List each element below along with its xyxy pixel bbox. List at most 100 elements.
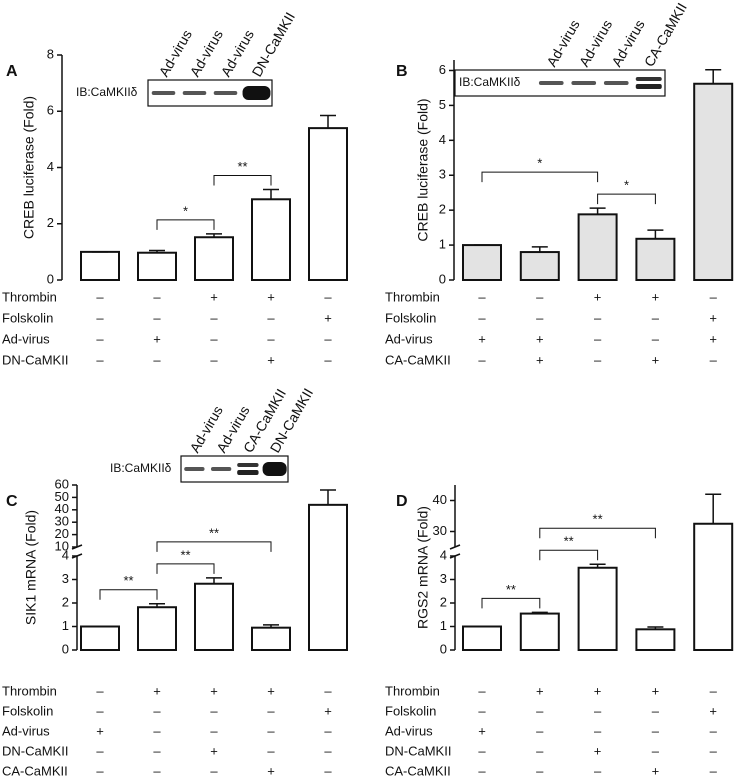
blot-band — [151, 91, 176, 95]
y-axis-label: CREB luciferase (Fold) — [21, 96, 37, 239]
treatment-label: DN-CaMKII — [2, 743, 68, 758]
error-bar — [647, 229, 664, 239]
blot-band — [571, 81, 597, 85]
bar — [308, 503, 348, 651]
panel: 0 1 2 3 4 5 6 B CREB luciferase (Fold) * * Thrombin… — [385, 0, 734, 367]
significance-bracket — [481, 597, 541, 609]
treatment-mark: + — [594, 289, 602, 304]
treatment-mark: – — [153, 289, 161, 304]
bar — [693, 82, 734, 281]
treatment-label: Thrombin — [385, 683, 440, 698]
treatment-mark: – — [710, 723, 718, 738]
treatment-mark: – — [324, 331, 332, 346]
treatment-mark: – — [153, 352, 161, 367]
treatment-label: Ad-virus — [385, 723, 433, 738]
treatment-mark: + — [594, 683, 602, 698]
treatment-mark: – — [478, 703, 486, 718]
treatment-mark: – — [594, 703, 602, 718]
significance-label: ** — [180, 547, 190, 562]
treatment-label: DN-CaMKII — [385, 743, 451, 758]
significance-label: ** — [209, 525, 219, 540]
treatment-mark: – — [652, 703, 660, 718]
y-tick-label: 3 — [62, 571, 69, 586]
treatment-mark: – — [710, 289, 718, 304]
treatment-mark: – — [324, 289, 332, 304]
treatment-mark: – — [710, 683, 718, 698]
treatment-mark: + — [536, 683, 544, 698]
significance-label: ** — [123, 573, 133, 588]
treatment-mark: – — [594, 763, 602, 778]
y-tick-label: 6 — [47, 103, 54, 118]
treatment-mark: – — [710, 352, 718, 367]
treatment-mark: + — [709, 331, 717, 346]
y-tick-label: 2 — [440, 594, 447, 609]
blot-lane-label: CA-CaMKII — [641, 0, 690, 69]
treatment-mark: – — [210, 331, 218, 346]
treatment-label: Folskolin — [385, 310, 436, 325]
bar — [251, 626, 291, 651]
error-bar — [705, 69, 722, 84]
significance-label: * — [537, 156, 542, 171]
bar — [194, 236, 234, 281]
panel-label: A — [6, 63, 18, 80]
y-tick-label: 30 — [433, 523, 447, 538]
treatment-mark: – — [594, 352, 602, 367]
treatment-mark: – — [324, 763, 332, 778]
treatment-mark: + — [478, 723, 486, 738]
treatment-mark: – — [652, 310, 660, 325]
treatment-mark: – — [96, 331, 104, 346]
treatment-mark: – — [652, 743, 660, 758]
treatment-mark: – — [267, 310, 275, 325]
blot-label: IB:CaMKIIδ — [76, 85, 138, 99]
treatment-mark: – — [536, 703, 544, 718]
significance-bracket — [539, 549, 599, 561]
bar — [519, 251, 560, 281]
y-tick-label: 0 — [439, 271, 446, 286]
treatment-mark: + — [652, 763, 660, 778]
bar — [80, 250, 120, 281]
treatment-mark: – — [536, 723, 544, 738]
treatment-mark: – — [267, 703, 275, 718]
y-tick-label: 4 — [47, 159, 54, 174]
significance-label: ** — [564, 534, 574, 549]
bar — [251, 198, 291, 281]
significance-label: ** — [237, 159, 247, 174]
blot-band — [213, 91, 238, 95]
treatment-mark: + — [267, 289, 275, 304]
treatment-mark: – — [594, 331, 602, 346]
y-tick-label: 50 — [55, 489, 69, 504]
y-tick-label: 8 — [47, 46, 54, 61]
treatment-label: CA-CaMKII — [385, 763, 451, 778]
y-tick-label: 0 — [62, 641, 69, 656]
treatment-mark: – — [324, 683, 332, 698]
error-bar — [149, 249, 165, 253]
blot-label: IB:CaMKIIδ — [459, 75, 521, 89]
bar — [462, 625, 502, 651]
blot-band — [635, 84, 662, 89]
treatment-mark: + — [210, 743, 218, 758]
significance-label: ** — [506, 582, 516, 597]
treatment-mark: – — [267, 743, 275, 758]
y-tick-label: 10 — [55, 538, 69, 553]
treatment-mark: – — [210, 763, 218, 778]
treatment-mark: – — [478, 310, 486, 325]
treatment-label: CA-CaMKII — [385, 352, 451, 367]
significance-label: * — [183, 203, 188, 218]
treatment-label: Folskolin — [385, 703, 436, 718]
treatment-mark: – — [96, 310, 104, 325]
error-bar — [589, 563, 606, 568]
treatment-mark: + — [324, 310, 332, 325]
treatment-mark: – — [153, 743, 161, 758]
treatment-mark: + — [324, 703, 332, 718]
significance-bracket — [156, 219, 215, 230]
treatment-mark: – — [478, 683, 486, 698]
treatment-mark: – — [96, 683, 104, 698]
treatment-mark: + — [210, 289, 218, 304]
bar — [635, 628, 676, 652]
treatment-mark: – — [210, 310, 218, 325]
error-bar — [647, 626, 664, 630]
blot-band — [635, 77, 662, 81]
bar — [462, 244, 502, 281]
treatment-mark: – — [96, 743, 104, 758]
significance-bracket — [156, 563, 215, 574]
